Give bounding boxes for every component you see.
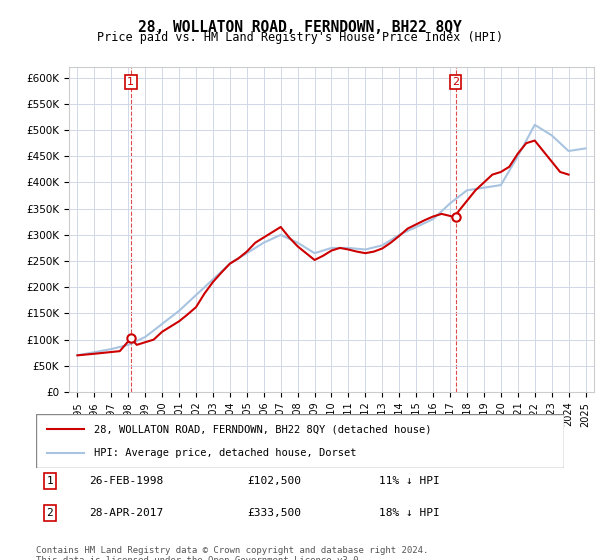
Text: 28-APR-2017: 28-APR-2017 [89,508,163,518]
Text: 1: 1 [47,476,53,486]
Text: Contains HM Land Registry data © Crown copyright and database right 2024.
This d: Contains HM Land Registry data © Crown c… [36,546,428,560]
Text: 2: 2 [452,77,459,87]
Text: 18% ↓ HPI: 18% ↓ HPI [379,508,440,518]
Text: 26-FEB-1998: 26-FEB-1998 [89,476,163,486]
Text: HPI: Average price, detached house, Dorset: HPI: Average price, detached house, Dors… [94,447,356,458]
Text: 28, WOLLATON ROAD, FERNDOWN, BH22 8QY: 28, WOLLATON ROAD, FERNDOWN, BH22 8QY [138,20,462,35]
Text: 28, WOLLATON ROAD, FERNDOWN, BH22 8QY (detached house): 28, WOLLATON ROAD, FERNDOWN, BH22 8QY (d… [94,424,431,435]
Text: Price paid vs. HM Land Registry's House Price Index (HPI): Price paid vs. HM Land Registry's House … [97,31,503,44]
Text: 1: 1 [127,77,134,87]
Text: £102,500: £102,500 [247,476,301,486]
FancyBboxPatch shape [36,414,564,468]
Text: 2: 2 [47,508,53,518]
Text: 11% ↓ HPI: 11% ↓ HPI [379,476,440,486]
Text: £333,500: £333,500 [247,508,301,518]
